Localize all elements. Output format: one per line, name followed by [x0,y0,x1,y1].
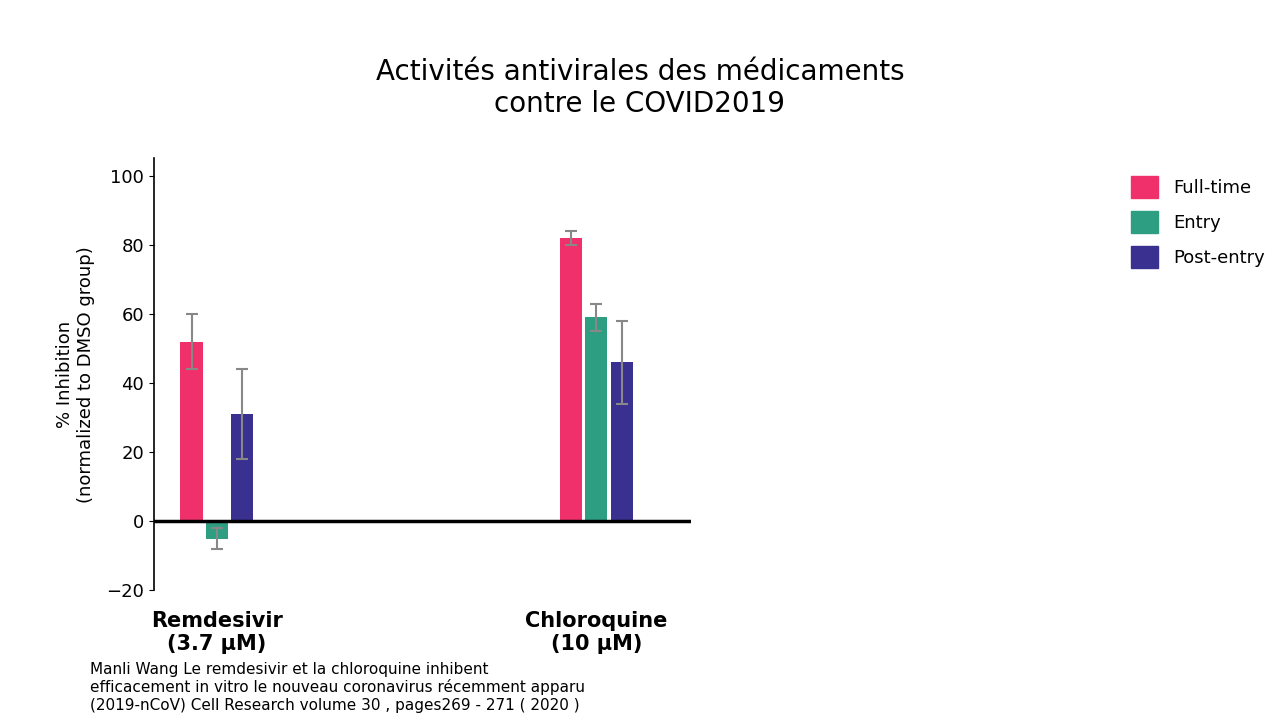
Bar [585,318,608,521]
Legend: Full-time, Entry, Post-entry: Full-time, Entry, Post-entry [1123,168,1274,277]
Bar [559,238,582,521]
Bar [180,341,202,521]
Bar [206,521,228,539]
Y-axis label: % Inhibition
(normalized to DMSO group): % Inhibition (normalized to DMSO group) [56,246,95,503]
Text: Chloroquine
(10 μM): Chloroquine (10 μM) [525,611,667,654]
Text: Manli Wang Le remdesivir et la chloroquine inhibent
efficacement in vitro le nou: Manli Wang Le remdesivir et la chloroqui… [90,662,585,713]
Text: Activités antivirales des médicaments
contre le COVID2019: Activités antivirales des médicaments co… [376,58,904,118]
Text: Remdesivir
(3.7 μM): Remdesivir (3.7 μM) [151,611,283,654]
Bar [232,414,253,521]
Bar [611,362,632,521]
